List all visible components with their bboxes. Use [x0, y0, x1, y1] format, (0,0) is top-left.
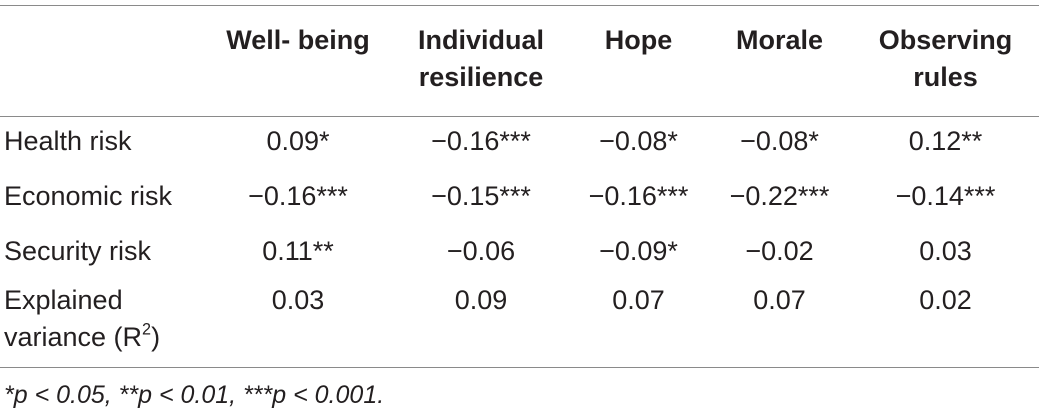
table-row: Security risk 0.11** −0.06 −0.09* −0.02 … — [0, 226, 1039, 281]
table-row: Health risk 0.09* −0.16*** −0.08* −0.08*… — [0, 116, 1039, 171]
table-cell: 0.07 — [753, 285, 806, 315]
header-observing-rules: Observing rules — [878, 25, 1013, 92]
table-cell: 0.09 — [454, 285, 508, 315]
table-footnote: *p < 0.05, **p < 0.01, ***p < 0.001. — [4, 381, 385, 409]
table-cell: −0.06 — [446, 236, 516, 266]
table-cell: −0.09* — [599, 236, 678, 266]
table-bottom-rule — [0, 367, 1039, 368]
row-label: Security risk — [4, 236, 152, 266]
table-cell: 0.07 — [612, 285, 665, 315]
table-cell: −0.22*** — [729, 181, 830, 211]
table-cell: 0.03 — [271, 285, 325, 315]
row-label-line1: Explained — [4, 285, 123, 315]
row-label-line2-suffix: ) — [151, 322, 161, 352]
table-cell: 0.03 — [919, 236, 972, 266]
row-label-line2-prefix: variance (R — [4, 322, 143, 352]
header-row: Well- being Individual resilience Hope M… — [0, 12, 1039, 116]
table-cell: −0.16*** — [588, 181, 689, 211]
header-morale: Morale — [735, 25, 824, 55]
row-label: Economic risk — [4, 181, 173, 211]
table-top-rule — [0, 5, 1039, 6]
table-cell: −0.14*** — [895, 181, 996, 211]
header-hope: Hope — [604, 25, 673, 55]
header-empty-cell — [0, 12, 204, 116]
table-header-rule — [0, 116, 1039, 117]
table-cell: −0.15*** — [431, 181, 531, 211]
table-cell: −0.16*** — [248, 181, 348, 211]
table-row: Explained variance (R2) 0.03 0.09 0.07 0… — [0, 281, 1039, 382]
table-cell: −0.02 — [745, 236, 814, 266]
table-cell: 0.11** — [262, 236, 334, 266]
table-row: Economic risk −0.16*** −0.15*** −0.16***… — [0, 171, 1039, 226]
table-cell: −0.08* — [599, 126, 678, 156]
header-individual-resilience: Individual resilience — [417, 25, 544, 92]
regression-table: Well- being Individual resilience Hope M… — [0, 12, 1039, 382]
row-label: Explained variance (R2) — [0, 281, 204, 382]
table-cell: −0.08* — [740, 126, 819, 156]
table-cell: 0.09* — [266, 126, 330, 156]
table-cell: 0.12** — [908, 126, 983, 156]
table-cell: 0.02 — [919, 285, 972, 315]
row-label: Health risk — [4, 126, 132, 156]
header-well-being: Well- being — [226, 25, 370, 55]
table-cell: −0.16*** — [431, 126, 531, 156]
superscript: 2 — [142, 320, 152, 339]
